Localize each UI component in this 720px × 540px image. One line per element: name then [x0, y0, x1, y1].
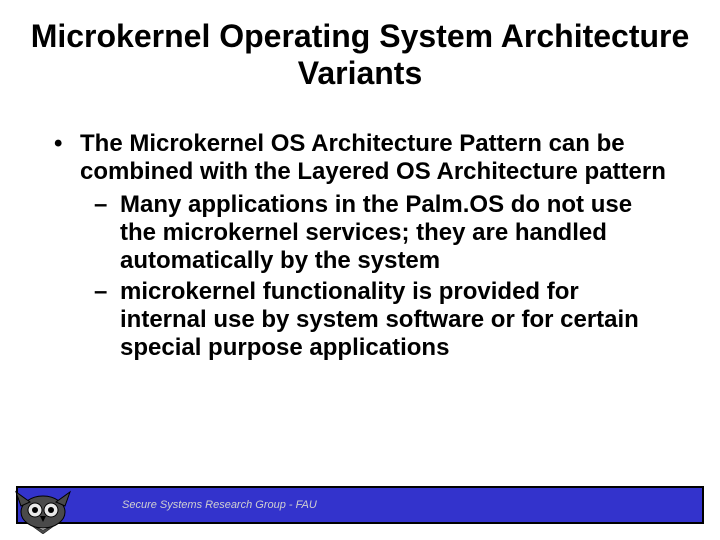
- slide-title: Microkernel Operating System Architectur…: [0, 18, 720, 92]
- owl-logo-icon: [14, 486, 72, 534]
- bullet-level2: microkernel functionality is provided fo…: [54, 278, 666, 363]
- slide: Microkernel Operating System Architectur…: [0, 0, 720, 540]
- footer-text: Secure Systems Research Group - FAU: [122, 499, 317, 511]
- footer-bar: Secure Systems Research Group - FAU: [16, 486, 704, 524]
- bullet-level2: Many applications in the Palm.OS do not …: [54, 191, 666, 276]
- slide-body: The Microkernel OS Architecture Pattern …: [54, 130, 666, 363]
- bullet-level1: The Microkernel OS Architecture Pattern …: [54, 130, 666, 187]
